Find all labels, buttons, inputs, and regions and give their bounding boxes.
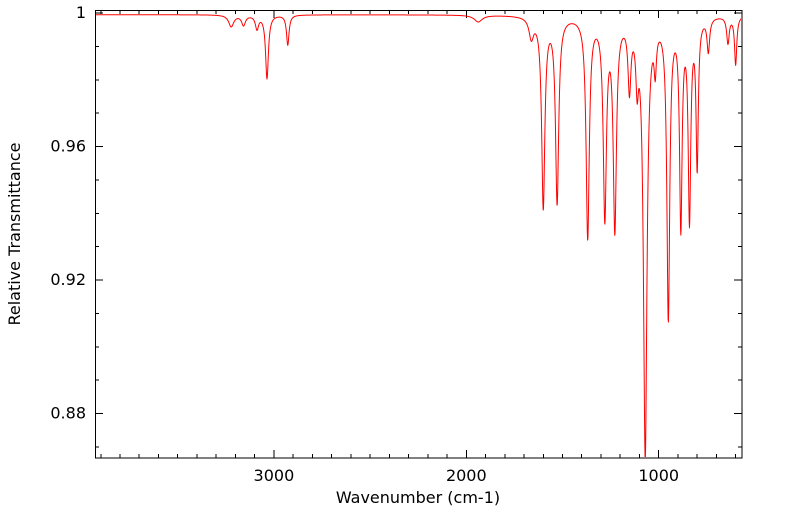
y-tick-label: 1 xyxy=(76,3,86,22)
x-axis-title: Wavenumber (cm-1) xyxy=(336,488,500,507)
y-tick-label: 0.88 xyxy=(50,404,86,423)
y-tick-label: 0.96 xyxy=(50,137,86,156)
axis-ticks xyxy=(95,10,742,458)
y-tick-label: 0.92 xyxy=(50,270,86,289)
axis-tick-labels: 3000 2000 1000 1 0.96 0.92 0.88 xyxy=(50,3,679,485)
plot-area-border xyxy=(95,10,743,459)
y-axis-title: Relative Transmittance xyxy=(5,142,24,325)
spectrum-series xyxy=(96,14,741,457)
x-tick-label: 2000 xyxy=(446,466,487,485)
x-tick-label: 1000 xyxy=(638,466,679,485)
spectrum-line xyxy=(96,14,741,457)
x-tick-label: 3000 xyxy=(254,466,295,485)
